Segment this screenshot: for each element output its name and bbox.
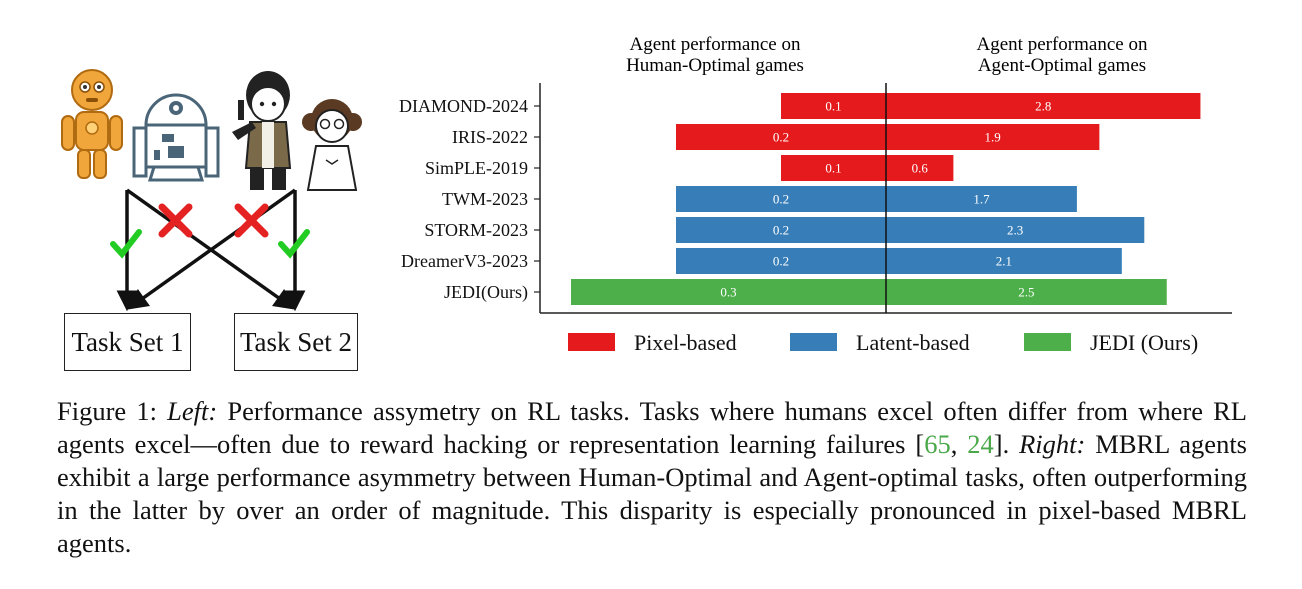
bar-human-optimal — [676, 124, 886, 150]
caption-right-tag: Right: — [1019, 429, 1086, 459]
bar-agent-optimal — [886, 279, 1167, 305]
bar-agent-optimal — [886, 93, 1201, 119]
bar-human-optimal — [676, 186, 886, 212]
category-label: DIAMOND-2024 — [399, 96, 528, 116]
category-label: IRIS-2022 — [452, 127, 528, 147]
diverging-bar-chart: Agent performance on Human-Optimal games… — [399, 34, 1232, 355]
bar-value-label-human-optimal: 0.3 — [720, 285, 736, 300]
man-with-blaster-icon — [232, 71, 292, 190]
legend-label: Latent-based — [856, 330, 970, 355]
caption-label: Figure 1: — [57, 396, 168, 426]
performance-asymmetry-illustration — [61, 69, 362, 312]
bar-value-label-human-optimal: 0.1 — [825, 161, 841, 176]
category-label: TWM-2023 — [442, 189, 528, 209]
caption-left-tag: Left: — [167, 396, 218, 426]
category-label: DreamerV3-2023 — [401, 251, 528, 271]
category-labels-group: DIAMOND-2024 IRIS-2022 SimPLE-2019 TWM-2023… — [399, 96, 540, 303]
bar-value-label-agent-optimal: 1.7 — [973, 192, 990, 207]
citation-link-24[interactable]: 24 — [967, 429, 994, 459]
bar-human-optimal — [676, 217, 886, 243]
bar-agent-optimal — [886, 217, 1145, 243]
bar-agent-optimal — [886, 248, 1122, 274]
legend-swatch — [568, 333, 615, 351]
bar-value-label-human-optimal: 0.2 — [773, 254, 789, 269]
bar-value-label-agent-optimal: 2.1 — [996, 254, 1012, 269]
bar-value-label-agent-optimal: 1.9 — [985, 130, 1001, 145]
left-chart-title-line2: Human-Optimal games — [626, 55, 804, 76]
gold-robot-icon — [61, 69, 123, 179]
bar-value-label-agent-optimal: 2.8 — [1035, 99, 1051, 114]
legend-label: Pixel-based — [634, 330, 737, 355]
woman-with-buns-icon — [302, 99, 362, 191]
task-set-1-box: Task Set 1 — [64, 313, 191, 371]
figure-1: Task Set 1 Task Set 2 Agent performance … — [61, 34, 1232, 371]
legend-swatch — [790, 333, 837, 351]
cross-icon — [234, 203, 269, 238]
check-icon — [110, 229, 142, 259]
bar-value-label-human-optimal: 0.1 — [825, 99, 841, 114]
blue-robot-icon — [132, 93, 220, 182]
right-chart-title-line2: Agent-Optimal games — [978, 55, 1146, 76]
bar-value-label-agent-optimal: 2.5 — [1018, 285, 1034, 300]
caption-text-2: ]. — [993, 429, 1020, 459]
chart-legend: Pixel-based Latent-based JEDI (Ours) — [568, 330, 1198, 355]
bar-agent-optimal — [886, 124, 1100, 150]
task-set-2-label: Task Set 2 — [239, 326, 353, 357]
bar-value-label-agent-optimal: 2.3 — [1007, 223, 1023, 238]
category-label: JEDI(Ours) — [444, 282, 528, 303]
cross-icon — [158, 203, 193, 238]
legend-label: JEDI (Ours) — [1090, 330, 1198, 355]
bar-agent-optimal — [886, 186, 1077, 212]
right-chart-title-line1: Agent performance on — [977, 34, 1148, 55]
bar-human-optimal — [781, 93, 886, 119]
bar-human-optimal — [571, 279, 886, 305]
bar-human-optimal — [781, 155, 886, 181]
citation-link-65[interactable]: 65 — [924, 429, 951, 459]
caption-separator: , — [950, 429, 968, 459]
bar-value-label-human-optimal: 0.2 — [773, 223, 789, 238]
mapping-arrows — [116, 188, 306, 312]
category-label: SimPLE-2019 — [425, 158, 528, 178]
figure-caption: Figure 1: Left: Performance assymetry on… — [57, 395, 1247, 560]
bars-group: 0.1 2.8 0.2 1.9 0.1 0.6 0.2 1.7 0.2 2.3 0.2 2.1 0.3 2… — [571, 93, 1201, 305]
caption-text-3: MBRL agents exhibit a large performance … — [57, 429, 1247, 558]
left-chart-title-line1: Agent performance on — [630, 34, 801, 55]
legend-swatch — [1024, 333, 1071, 351]
bar-human-optimal — [676, 248, 886, 274]
bar-value-label-human-optimal: 0.2 — [773, 130, 789, 145]
bar-value-label-agent-optimal: 0.6 — [912, 161, 929, 176]
bar-agent-optimal — [886, 155, 954, 181]
category-label: STORM-2023 — [424, 220, 528, 240]
task-set-1-label: Task Set 1 — [71, 326, 184, 357]
bar-value-label-human-optimal: 0.2 — [773, 192, 789, 207]
caption-text-1: Performance assymetry on RL tasks. Tasks… — [57, 396, 1247, 459]
check-icon — [278, 229, 310, 259]
task-set-2-box: Task Set 2 — [234, 313, 358, 371]
